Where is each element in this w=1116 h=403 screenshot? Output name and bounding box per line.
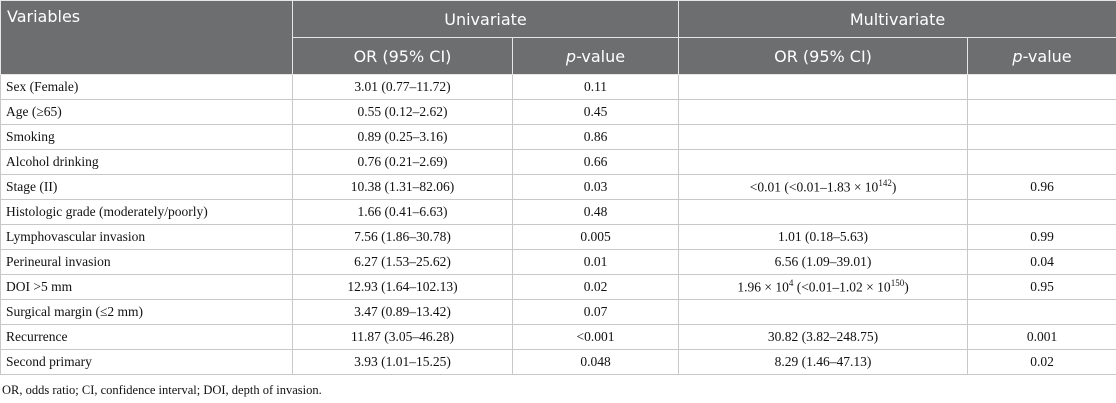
table-cell: Sex (Female)	[0, 74, 293, 100]
table-cell: 3.93 (1.01–15.25)	[292, 349, 513, 375]
table-cell: 0.03	[511, 174, 680, 200]
table-cell	[678, 149, 969, 175]
table-cell: 0.48	[511, 199, 680, 225]
table-cell: 3.01 (0.77–11.72)	[292, 74, 513, 100]
cell-text: OR (95% CI)	[774, 46, 872, 66]
table-cell: 0.86	[511, 124, 680, 150]
table-cell: Perineural invasion	[0, 249, 293, 275]
table-cell: 0.04	[967, 249, 1116, 275]
superscript: 150	[890, 278, 905, 289]
table-row: Age (≥65) 0.55 (0.12–2.62) 0.45	[0, 99, 1116, 125]
table-cell: 6.56 (1.09–39.01)	[678, 249, 969, 275]
table-cell: 0.005	[511, 224, 680, 250]
cell-text: <0.01 (<0.01–1.83 × 10	[749, 179, 879, 195]
table-cell: 0.95	[967, 274, 1116, 300]
table-cell: 8.29 (1.46–47.13)	[678, 349, 969, 375]
cell-text: p	[565, 46, 577, 66]
table-cell: Recurrence	[0, 324, 293, 350]
table-cell: 0.048	[511, 349, 680, 375]
table-cell	[967, 299, 1116, 325]
table-cell: 1.66 (0.41–6.63)	[292, 199, 513, 225]
table-cell: 0.66	[511, 149, 680, 175]
table-cell	[678, 99, 969, 125]
table-cell	[678, 299, 969, 325]
table-cell: 0.02	[967, 349, 1116, 375]
header-cell: Variables	[0, 0, 293, 75]
table-cell: 0.89 (0.25–3.16)	[292, 124, 513, 150]
table-cell	[967, 149, 1116, 175]
table-cell: Smoking	[0, 124, 293, 150]
table-cell: 0.99	[967, 224, 1116, 250]
table-row: Second primary 3.93 (1.01–15.25) 0.048 8.29…	[0, 349, 1116, 375]
superscript: 142	[878, 178, 892, 189]
table-cell: 11.87 (3.05–46.28)	[292, 324, 513, 350]
table-cell: Surgical margin (≤2 mm)	[0, 299, 293, 325]
table-row: Smoking 0.89 (0.25–3.16) 0.86	[0, 124, 1116, 150]
table-row: Stage (II) 10.38 (1.31–82.06) 0.03 <0.01 (<…	[0, 174, 1116, 200]
table-cell: 6.27 (1.53–25.62)	[292, 249, 513, 275]
table-row: Sex (Female) 3.01 (0.77–11.72) 0.11	[0, 74, 1116, 100]
table-cell: 0.07	[511, 299, 680, 325]
footnote: OR, odds ratio; CI, confidence interval;…	[2, 383, 322, 397]
table-cell: 0.45	[511, 99, 680, 125]
table-cell	[678, 74, 969, 100]
table-cell: 30.82 (3.82–248.75)	[678, 324, 969, 350]
group-header: Univariate	[291, 0, 680, 38]
table-cell	[967, 199, 1116, 225]
table-cell: 12.93 (1.64–102.13)	[292, 274, 513, 300]
column-header: OR (95% CI)	[292, 37, 513, 75]
superscript: 4	[788, 278, 794, 289]
table-body: Sex (Female) 3.01 (0.77–11.72) 0.11 Age (≥6…	[0, 74, 1116, 375]
column-header: p-value	[967, 37, 1116, 75]
table-cell: 1.96 × 104 (<0.01–1.02 × 10150)	[678, 274, 969, 300]
cell-text: (<0.01–1.02 × 10	[793, 279, 891, 295]
table-cell: DOI >5 mm	[0, 274, 293, 300]
table-cell: 0.55 (0.12–2.62)	[292, 99, 513, 125]
table-cell	[967, 99, 1116, 125]
cell-text: )	[904, 279, 909, 295]
table-cell: <0.01 (<0.01–1.83 × 10142)	[678, 174, 969, 200]
table-cell: 0.001	[967, 324, 1116, 350]
table-cell: <0.001	[511, 324, 680, 350]
table-row: Recurrence 11.87 (3.05–46.28) <0.001 30.82 …	[0, 324, 1116, 350]
cell-text: p	[1012, 46, 1023, 66]
table-cell: 0.11	[511, 74, 680, 100]
table-cell: Alcohol drinking	[0, 149, 293, 175]
header-row: OR (95% CI) p-value OR (95% CI) p-value	[1, 37, 1116, 75]
table-cell	[967, 74, 1116, 100]
table-cell	[967, 124, 1116, 150]
table-cell: 0.96	[967, 174, 1116, 200]
table-cell: 1.01 (0.18–5.63)	[678, 224, 969, 250]
table-row: DOI >5 mm 12.93 (1.64–102.13) 0.02 1.96 × 1…	[0, 274, 1116, 300]
table-cell	[678, 199, 969, 225]
table-cell: Age (≥65)	[0, 99, 293, 125]
table-cell: Stage (II)	[0, 174, 293, 200]
header-row: Variables Univariate Multivariate	[0, 0, 1116, 75]
table-row: Lymphovascular invasion 7.56 (1.86–30.78)…	[0, 224, 1116, 250]
table-cell: Second primary	[0, 349, 293, 375]
table-cell: 10.38 (1.31–82.06)	[292, 174, 513, 200]
table-cell: 0.02	[511, 274, 680, 300]
data-table: Variables Univariate Multivariate OR (95…	[0, 0, 1116, 375]
table-cell: 0.76 (0.21–2.69)	[292, 149, 513, 175]
column-header: OR (95% CI)	[678, 37, 969, 75]
cell-text: -value	[576, 46, 626, 66]
table-cell: 3.47 (0.89–13.42)	[292, 299, 513, 325]
group-header: Multivariate	[678, 0, 1116, 38]
table-cell: Histologic grade (moderately/poorly)	[0, 199, 293, 225]
table-row: Alcohol drinking 0.76 (0.21–2.69) 0.66	[0, 149, 1116, 175]
table-cell	[678, 124, 969, 150]
cell-text: )	[891, 179, 897, 195]
cell-text: -value	[1022, 46, 1072, 66]
table-row: Surgical margin (≤2 mm) 3.47 (0.89–13.42)…	[0, 299, 1116, 325]
table-row: Histologic grade (moderately/poorly) 1.66…	[0, 199, 1116, 225]
column-header: p-value	[511, 37, 680, 75]
table-cell: Lymphovascular invasion	[0, 224, 293, 250]
table-cell: 0.01	[511, 249, 680, 275]
cell-text: 1.96 × 10	[737, 279, 789, 295]
table-row: Perineural invasion 6.27 (1.53–25.62) 0.01…	[0, 249, 1116, 275]
cell-text: OR (95% CI)	[353, 46, 452, 66]
table-cell: 7.56 (1.86–30.78)	[292, 224, 513, 250]
